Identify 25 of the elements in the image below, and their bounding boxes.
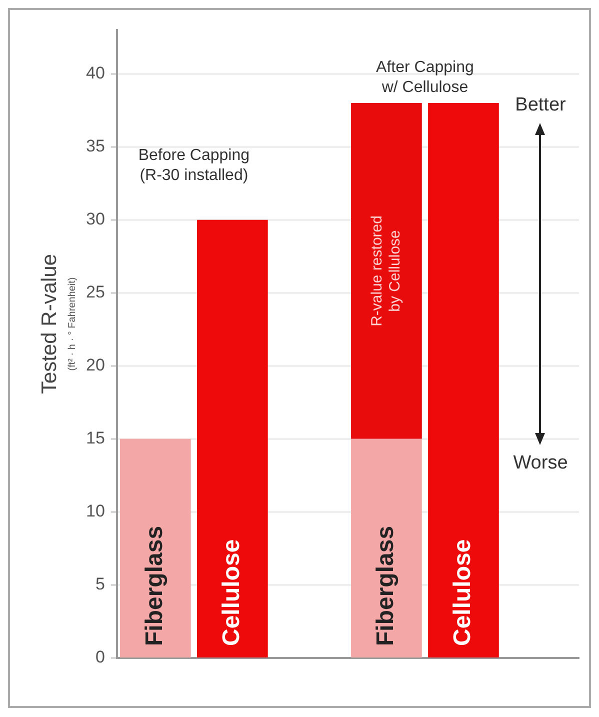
y-tick-label: 15 — [86, 428, 105, 448]
y-tick-label: 40 — [86, 64, 105, 82]
bar — [120, 438, 191, 658]
x-tick-label: Fiberglass — [372, 526, 400, 646]
bar — [428, 103, 499, 658]
y-tick-label: 20 — [86, 356, 105, 375]
x-tick-label: Fiberglass — [141, 526, 168, 646]
bar — [197, 220, 268, 658]
x-tick-label: Cellulose — [218, 539, 246, 646]
series-label: R-value restored by Cellulose — [368, 216, 404, 326]
annotation: Worse — [513, 452, 568, 474]
annotation: Before Capping (R-30 installed) — [138, 147, 250, 184]
annotation: After Capping w/ Cellulose — [376, 59, 474, 96]
y-tick-label: 25 — [86, 282, 105, 302]
y-tick-label: 10 — [86, 502, 105, 521]
y-tick-label: 30 — [86, 210, 105, 229]
bar — [351, 103, 422, 439]
y-axis-title: Tested R-value — [38, 254, 61, 394]
y-tick-label: 5 — [95, 574, 105, 594]
text: (ft² · h · ° Fahrenheit) — [66, 277, 78, 371]
annotation: Better — [515, 94, 567, 116]
bar — [351, 438, 422, 658]
y-tick-label: 0 — [95, 648, 105, 667]
x-tick-label: Cellulose — [449, 539, 476, 646]
y-tick-label: 35 — [86, 136, 105, 156]
